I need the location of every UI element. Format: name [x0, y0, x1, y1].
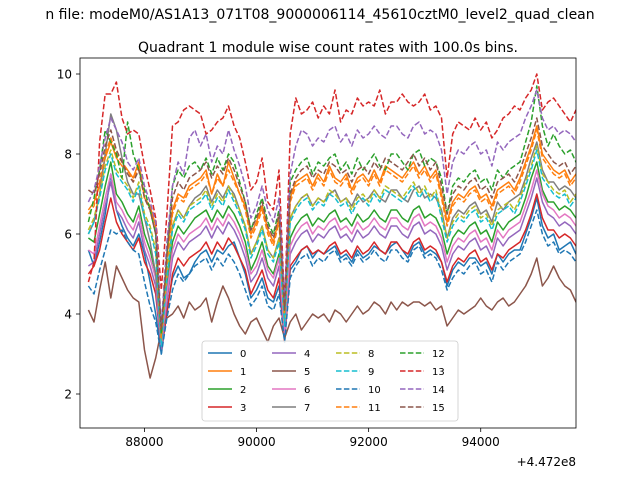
- chart-title: Quadrant 1 module wise count rates with …: [138, 40, 518, 56]
- legend-label-0: 0: [240, 349, 246, 360]
- legend-label-7: 7: [304, 403, 310, 414]
- series-line-5: [87, 257, 576, 379]
- y-tick-label: 8: [64, 148, 72, 162]
- figure-suptitle: n file: modeM0/AS1A13_071T08_9000006114_…: [45, 7, 594, 23]
- legend-label-12: 12: [432, 349, 445, 360]
- legend-label-15: 15: [432, 403, 445, 414]
- x-tick-label: 94000: [462, 435, 500, 449]
- legend-label-1: 1: [240, 367, 246, 378]
- legend-label-9: 9: [368, 367, 374, 378]
- x-axis: 88000 90000 92000 94000: [125, 428, 500, 449]
- series-line-11: [87, 129, 576, 339]
- x-offset-label: +4.472e8: [517, 455, 576, 469]
- y-axis: 2 4 6 8 10: [57, 68, 80, 402]
- series-line-4: [87, 177, 576, 351]
- series-line-10: [87, 209, 576, 355]
- series-line-6: [87, 169, 576, 347]
- legend-label-4: 4: [304, 349, 310, 360]
- legend-box: [201, 340, 459, 422]
- series-line-14: [87, 89, 576, 327]
- x-tick-label: 88000: [125, 435, 163, 449]
- series-line-3: [87, 193, 576, 351]
- series-line-12: [87, 85, 576, 335]
- legend-label-13: 13: [432, 367, 445, 378]
- legend-label-11: 11: [368, 403, 381, 414]
- plot-frame: [79, 57, 577, 429]
- y-tick-label: 2: [64, 388, 72, 402]
- series-line-15: [87, 117, 576, 331]
- x-tick-label: 92000: [350, 435, 388, 449]
- series-line-13: [87, 73, 576, 307]
- legend-label-6: 6: [304, 385, 310, 396]
- series-line-0: [87, 173, 576, 355]
- series-line-2: [87, 161, 576, 347]
- y-tick-label: 6: [64, 228, 72, 242]
- series-line-7: [87, 113, 576, 343]
- y-tick-label: 10: [57, 68, 72, 82]
- legend-label-5: 5: [304, 367, 310, 378]
- legend-label-8: 8: [368, 349, 374, 360]
- legend-label-3: 3: [240, 403, 246, 414]
- y-tick-label: 4: [64, 308, 72, 322]
- legend-label-14: 14: [432, 385, 445, 396]
- x-tick-label: 90000: [237, 435, 275, 449]
- series-layer: [87, 73, 576, 379]
- legend-label-2: 2: [240, 385, 246, 396]
- legend-label-10: 10: [368, 385, 381, 396]
